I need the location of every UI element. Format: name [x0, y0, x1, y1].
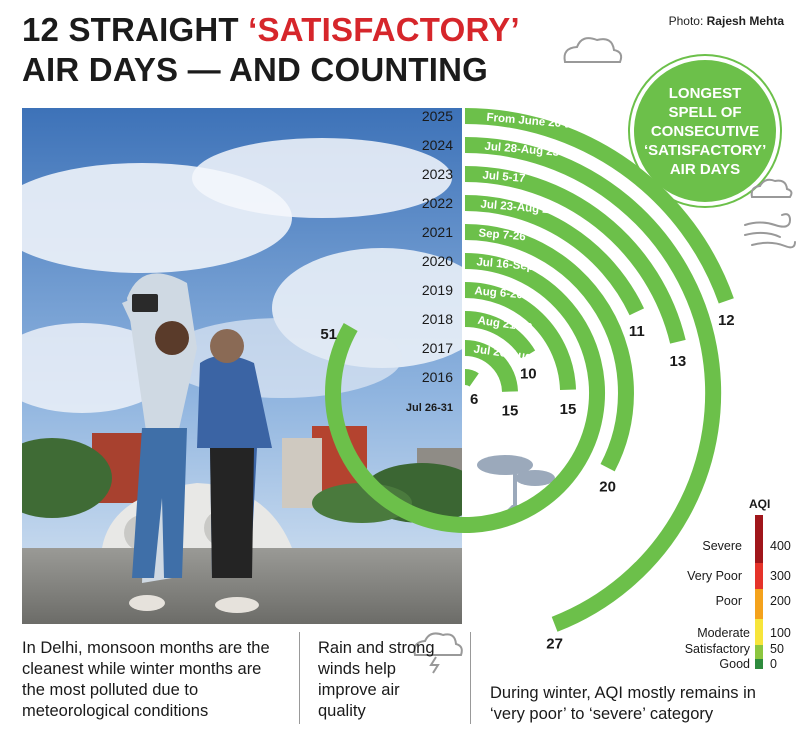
period-label-2021: Sep 7-26 — [478, 227, 526, 243]
cloud-icon — [563, 37, 623, 63]
aqi-value-poor: 200 — [770, 594, 791, 608]
credit-name: Rajesh Mehta — [706, 14, 784, 28]
title-line-2: AIR DAYS — AND COUNTING — [22, 51, 489, 88]
arc-bar-2025 — [464, 108, 734, 304]
year-label-2018: 2018 — [422, 311, 453, 327]
aqi-label-moderate: Moderate — [697, 626, 750, 640]
value-label-2016: 6 — [470, 391, 478, 408]
caption-monsoon: In Delhi, monsoon months are the cleanes… — [22, 639, 270, 720]
arc-bar-2019 — [464, 282, 576, 391]
arc-bar-2018 — [464, 311, 536, 360]
value-label-2021: 20 — [599, 479, 616, 496]
value-label-2024: 27 — [546, 635, 563, 652]
arc-bar-2017 — [464, 340, 518, 393]
aqi-label-satisfactory: Satisfactory — [684, 642, 750, 656]
aqi-band-good — [755, 659, 763, 669]
year-label-2016: 2016 — [422, 369, 453, 385]
storm-cloud-icon — [413, 632, 463, 674]
year-label-2025: 2025 — [422, 108, 453, 124]
period-label-2019: Aug 6-20 — [474, 285, 523, 301]
arc-bar-2021 — [464, 224, 634, 472]
aqi-band-satisfactory — [755, 645, 763, 659]
aqi-label-poor: Poor — [715, 594, 742, 608]
caption-winter: During winter, AQI mostly remains in ‘ve… — [490, 684, 756, 723]
value-label-2025: 12 — [718, 312, 735, 329]
period-label-2016: Jul 26-31 — [406, 402, 453, 414]
aqi-value-moderate: 100 — [770, 626, 791, 640]
value-label-2022: 11 — [629, 323, 645, 340]
value-label-2018: 10 — [520, 366, 537, 383]
arc-bar-2023 — [464, 166, 686, 344]
photo-credit: Photo: Rajesh Mehta — [669, 14, 784, 28]
year-label-2020: 2020 — [422, 253, 453, 269]
arc-bar-2022 — [464, 195, 645, 316]
aqi-color-bar — [755, 515, 763, 669]
title-highlight: ‘SATISFACTORY’ — [248, 11, 520, 48]
aqi-label-very-poor: Very Poor — [687, 569, 742, 583]
period-label-2023: Jul 5-17 — [482, 170, 526, 186]
aqi-label-good: Good — [719, 657, 750, 671]
aqi-value-severe: 400 — [770, 539, 791, 553]
arc-bar-2016 — [464, 368, 479, 387]
caption-rain: Rain and strong winds help improve air q… — [318, 639, 435, 720]
aqi-value-good: 0 — [770, 657, 777, 671]
year-label-2021: 2021 — [422, 224, 453, 240]
aqi-value-satisfactory: 50 — [770, 642, 784, 656]
value-label-2017: 15 — [502, 403, 519, 420]
year-label-2017: 2017 — [422, 340, 453, 356]
credit-prefix: Photo: — [668, 14, 707, 28]
aqi-band-moderate — [755, 619, 763, 645]
arc-bar-2020 — [325, 253, 606, 533]
value-label-2023: 13 — [670, 353, 687, 370]
period-label-2022: Jul 23-Aug 2 — [480, 199, 549, 217]
wind-icon — [744, 213, 796, 249]
value-label-2019: 15 — [560, 401, 577, 418]
cloud-icon — [750, 178, 793, 198]
period-label-2020: Jul 16-Sep 4 — [476, 256, 544, 274]
aqi-band-severe — [755, 515, 763, 563]
aqi-value-very-poor: 300 — [770, 569, 791, 583]
divider — [470, 632, 471, 724]
year-label-2023: 2023 — [422, 166, 453, 182]
page-title: 12 STRAIGHT ‘SATISFACTORY’ AIR DAYS — AN… — [22, 10, 542, 90]
title-text: 12 STRAIGHT — [22, 11, 249, 48]
year-label-2022: 2022 — [422, 195, 453, 211]
aqi-label-severe: Severe — [702, 539, 742, 553]
year-label-2019: 2019 — [422, 282, 453, 298]
value-label-2020: 51 — [320, 326, 337, 343]
divider — [299, 632, 300, 724]
aqi-band-very-poor — [755, 563, 763, 589]
arc-bar-2024 — [464, 137, 722, 632]
aqi-legend-title: AQI — [749, 497, 771, 511]
aqi-band-poor — [755, 589, 763, 619]
year-label-2024: 2024 — [422, 137, 453, 153]
title-line-1: 12 STRAIGHT ‘SATISFACTORY’ — [22, 10, 542, 50]
